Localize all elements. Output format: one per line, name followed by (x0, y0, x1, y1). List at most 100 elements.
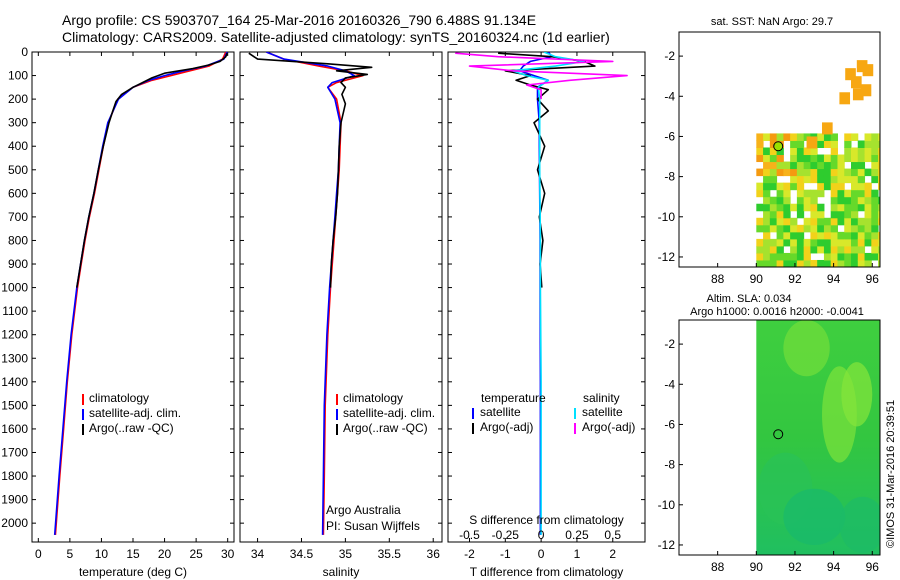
sst_map-pixel (857, 224, 866, 233)
sst_map-pixel (776, 217, 784, 226)
difference-legend-label: Argo(-adj) (480, 420, 533, 434)
sst_map-pixel (857, 217, 866, 226)
sst_map-pixel (857, 259, 866, 267)
sst_map-pixel (871, 203, 879, 212)
sst_map-pixel (830, 224, 838, 233)
sst_map-pixel (796, 203, 805, 212)
salinity-xlabel: salinity (323, 565, 360, 579)
sst_map-pixel (769, 147, 778, 156)
sst_map-pixel (837, 196, 845, 205)
sst_map-pixel (864, 147, 872, 156)
difference-xtick-top-label: 0 (538, 528, 545, 542)
sst_map-pixel (803, 259, 811, 267)
sst_map-pixel (810, 238, 818, 247)
sst_map-pixel (871, 140, 879, 148)
temperature-ytick-label: 600 (8, 186, 28, 200)
sst_map-pixel (810, 217, 818, 226)
sst_map-pixel (803, 203, 811, 212)
sst_map-pixel (810, 161, 818, 170)
sst_map-pixel (817, 182, 825, 191)
sst_map-pixel (851, 196, 859, 205)
sst_map-pixel (837, 231, 845, 240)
sst_map-pixel (810, 189, 818, 198)
sst_map-pixel (810, 154, 818, 163)
difference-legend-label: satellite (480, 405, 521, 419)
difference-series-salinity-argo-adj- (455, 52, 628, 100)
sst_map-pixel (769, 203, 778, 212)
temperature-series-group (53, 52, 228, 535)
salinity-xtick-label: 34.5 (290, 547, 314, 561)
sst_map-pixel (823, 140, 832, 148)
sst_map-pixel (783, 217, 791, 226)
salinity-legend-label: Argo(..raw -QC) (343, 421, 428, 435)
sla_map-anomaly-blob (783, 488, 846, 545)
sst_map-pixel (803, 161, 811, 170)
sst_map-pixel (830, 133, 838, 141)
temperature-ytick-label: 1900 (1, 493, 28, 507)
temperature-plot-frame (31, 51, 235, 543)
sla_map-frame (678, 319, 881, 556)
sst_map-pixel (837, 238, 845, 247)
sst_map-pixel (871, 147, 879, 156)
temperature-ytick-label: 1300 (1, 351, 28, 365)
sst_map-pixel (857, 147, 866, 156)
temperature-ytick-label: 500 (8, 163, 28, 177)
sla_map-ytick-label: -6 (664, 417, 675, 431)
sst_map-pixel (769, 182, 778, 191)
sst_map-pixel (803, 217, 811, 226)
sst_map-pixel (839, 92, 851, 105)
sst_map-pixel (756, 133, 764, 141)
temperature-ytick-label: 1400 (1, 375, 28, 389)
sst_map-pixel (796, 252, 805, 261)
sst_map-pixel (844, 196, 852, 205)
sst_map-pixel (851, 175, 859, 184)
sst_map-pixel (851, 147, 859, 156)
sst_map-pixel (864, 259, 872, 267)
sst_map-pixel (857, 168, 866, 177)
sst_map-pixel (796, 147, 805, 156)
sst_map-pixel (871, 133, 879, 141)
sla_map-anomaly-blob (839, 496, 880, 553)
sst_map-pixel (783, 224, 791, 233)
sst_map-pixel (857, 245, 866, 254)
temperature-ytick-label: 900 (8, 257, 28, 271)
sst_map-pixel (803, 147, 811, 156)
sst_map-pixel (803, 224, 811, 233)
temperature-series-argo-raw-qc- (76, 52, 228, 288)
sst_map-pixel (790, 161, 798, 170)
salinity-xtick-label: 36 (427, 547, 441, 561)
sst_map-frame (678, 31, 881, 268)
sla_map-anomaly-blob (841, 362, 873, 427)
temperature-xtick-label: 5 (67, 547, 74, 561)
sst_map-pixel (806, 136, 818, 149)
sst_map-pixel (776, 161, 784, 170)
sst_map-pixel (871, 154, 879, 163)
sst_map-pixel (756, 238, 764, 247)
sst_map-pixel (810, 196, 818, 205)
sst_map-pixel (830, 238, 838, 247)
difference-legend-label: Argo(-adj) (582, 420, 635, 434)
sst_map-pixel (769, 217, 778, 226)
sst_map-pixel (857, 196, 866, 205)
sst_map-pixel (776, 252, 784, 261)
sst_map-pixel (822, 122, 833, 135)
sst_map-pixel (756, 245, 764, 254)
sst_map-pixel (763, 210, 771, 219)
sst_map-pixel (776, 231, 784, 240)
sst_map-pixel (803, 196, 811, 205)
sst_map-pixel (803, 238, 811, 247)
sla-map-subtitle: Argo h1000: 0.0016 h2000: -0.0041 (690, 306, 864, 318)
sst_map-pixel (823, 182, 832, 191)
sst_map-pixel (810, 175, 818, 184)
sst_map-ytick-label: -6 (664, 129, 675, 143)
sst_map-pixel (860, 84, 872, 97)
sst_map-pixel (823, 252, 832, 261)
temperature-xtick-label: 30 (221, 547, 235, 561)
difference-xtick-top-label: -0.25 (492, 528, 520, 542)
sst_map-pixel (783, 133, 791, 141)
temperature-ytick-label: 1000 (1, 281, 28, 295)
sst_map-pixel (817, 217, 825, 226)
sst_map-pixel (844, 245, 852, 254)
salinity-legend-label: climatology (343, 391, 403, 405)
sst_map-pixel (830, 189, 838, 198)
